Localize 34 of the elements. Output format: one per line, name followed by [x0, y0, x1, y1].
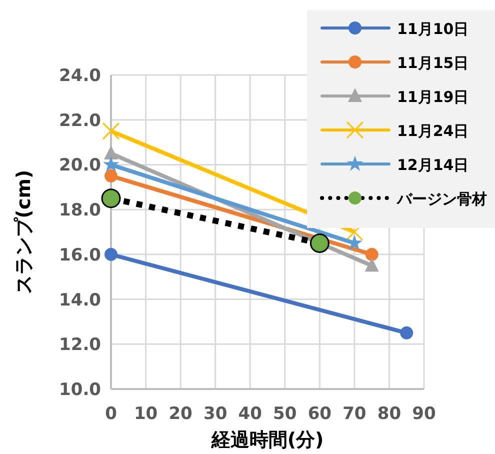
legend-label: 11月15日	[397, 54, 469, 72]
x-tick-label: 40	[238, 404, 262, 424]
y-tick-label: 10.0	[59, 380, 102, 400]
point	[101, 188, 121, 208]
y-tick-label: 12.0	[59, 335, 102, 356]
legend-label: 11月19日	[397, 88, 469, 106]
point	[104, 169, 118, 182]
x-tick-label: 80	[377, 404, 402, 424]
y-tick-label: 20.0	[59, 156, 102, 176]
x-tick-label: 20	[168, 404, 193, 424]
x-axis-title: 経過時間(分)	[210, 429, 324, 451]
y-tick-label: 18.0	[59, 200, 102, 221]
point	[400, 326, 414, 340]
x-tick-label: 30	[203, 404, 228, 424]
y-tick-label: 22.0	[59, 110, 102, 131]
y-axis-title: スランプ(cm)	[13, 170, 35, 294]
legend-label: 11月24日	[397, 122, 469, 140]
x-tick-label: 50	[273, 404, 297, 424]
x-tick-label: 60	[308, 404, 332, 424]
x-tick-label: 10	[134, 404, 158, 424]
point	[310, 233, 330, 253]
point	[365, 248, 378, 261]
y-tick-label: 14.0	[59, 290, 102, 310]
y-tick-label: 16.0	[59, 245, 102, 266]
point	[104, 157, 118, 171]
x-tick-label: 90	[412, 404, 436, 424]
legend-label: 11月10日	[397, 20, 469, 38]
point	[104, 248, 118, 261]
legend-label: 12月14日	[397, 156, 469, 174]
legend-label: バージン骨材	[396, 190, 487, 208]
point	[102, 122, 120, 140]
x-tick-label: 70	[342, 404, 366, 424]
x-tick-label: 0	[105, 404, 118, 424]
y-tick-label: 24.0	[59, 66, 102, 86]
